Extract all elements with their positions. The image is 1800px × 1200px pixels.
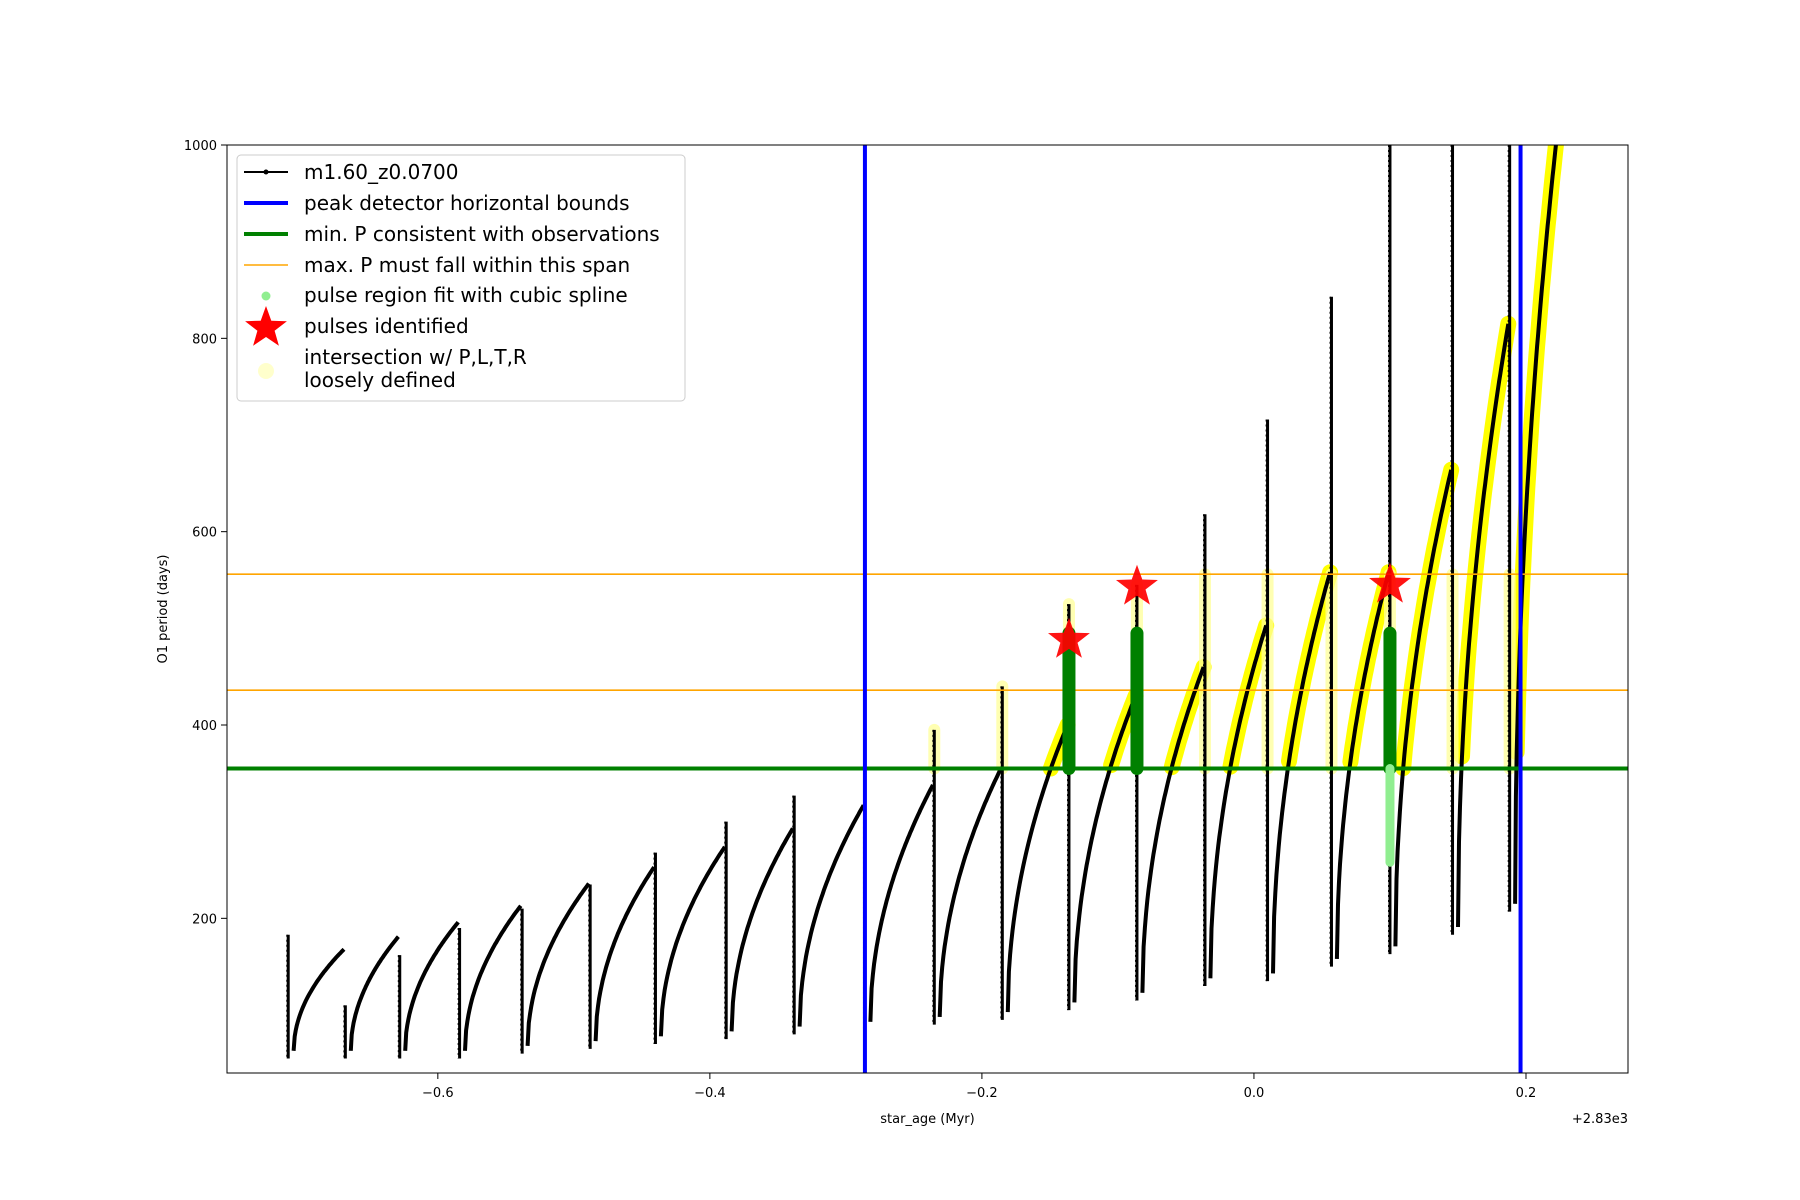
track-arc <box>1208 624 1269 979</box>
track-arc <box>1334 571 1391 959</box>
track-arc <box>658 845 727 1037</box>
legend-entry: min. P consistent with observations <box>244 222 660 246</box>
legend-entry: m1.60_z0.0700 <box>244 160 459 184</box>
pulse-identified-star <box>1048 617 1090 658</box>
track-arc <box>403 920 460 1051</box>
legend-label: peak detector horizontal bounds <box>304 191 630 215</box>
x-tick-label: −0.4 <box>694 1086 726 1101</box>
y-tick-label: 400 <box>192 719 217 734</box>
track-arc <box>463 904 523 1051</box>
legend-entry: pulses identified <box>245 306 469 346</box>
pulse-identified-star <box>1369 562 1411 603</box>
track-arc <box>729 827 795 1032</box>
x-tick-label: −0.6 <box>422 1086 454 1101</box>
legend-label: m1.60_z0.0700 <box>304 160 459 184</box>
track-arc <box>1005 724 1070 1013</box>
track-arc <box>868 784 935 1022</box>
pulse-spline-layer <box>1062 626 1397 867</box>
axes-frame <box>226 144 1629 1074</box>
x-tick-label: 0.0 <box>1244 1086 1265 1101</box>
track-arc <box>797 804 866 1027</box>
pulses-identified-layer <box>1048 562 1411 658</box>
bounds-lines-layer <box>862 145 1523 1073</box>
x-axis-ticks: −0.6 −0.4 −0.2 0.0 0.2 <box>422 1073 1536 1101</box>
legend-label: min. P consistent with observations <box>304 222 660 246</box>
plot-area <box>227 145 1628 1073</box>
x-tick-label: 0.2 <box>1516 1086 1537 1101</box>
legend-handle-marker <box>263 169 269 175</box>
legend-handle-dot <box>258 363 274 379</box>
x-axis-label: star_age (Myr) <box>880 1112 974 1127</box>
y-axis-label: O1 period (days) <box>156 554 171 663</box>
y-tick-label: 600 <box>192 526 217 541</box>
track-arc <box>937 767 1003 1017</box>
y-tick-label: 200 <box>192 912 217 927</box>
legend-frame <box>236 154 686 402</box>
legend-entry: pulse region fit with cubic spline <box>261 283 628 307</box>
track-arc <box>1456 323 1511 928</box>
legend-handle-star <box>245 306 287 346</box>
legend-label: pulse region fit with cubic spline <box>304 283 628 307</box>
x-tick-label: −0.2 <box>966 1086 998 1101</box>
legend-label: intersection w/ P,L,T,R <box>304 345 527 369</box>
pulse-identified-star <box>1116 564 1158 605</box>
x-axis-offset-label: +2.83e3 <box>1572 1112 1628 1127</box>
y-axis-ticks: 200 400 600 800 1000 <box>184 139 227 927</box>
track-arc <box>1140 666 1206 993</box>
legend-entry: peak detector horizontal bounds <box>244 191 630 215</box>
legend-label: pulses identified <box>304 314 469 338</box>
legend-entry: max. P must fall within this span <box>244 253 630 277</box>
track-arc <box>593 865 656 1042</box>
legend-label-line2: loosely defined <box>304 368 456 392</box>
track-arc <box>525 882 591 1047</box>
legend-handle-dot <box>261 291 271 301</box>
track-arc <box>1393 469 1454 947</box>
track-arc <box>348 935 400 1051</box>
track-arc <box>1072 695 1138 1003</box>
y-tick-label: 800 <box>192 332 217 347</box>
y-tick-label: 1000 <box>184 139 217 154</box>
track-arc <box>291 947 346 1051</box>
legend-label: max. P must fall within this span <box>304 253 630 277</box>
